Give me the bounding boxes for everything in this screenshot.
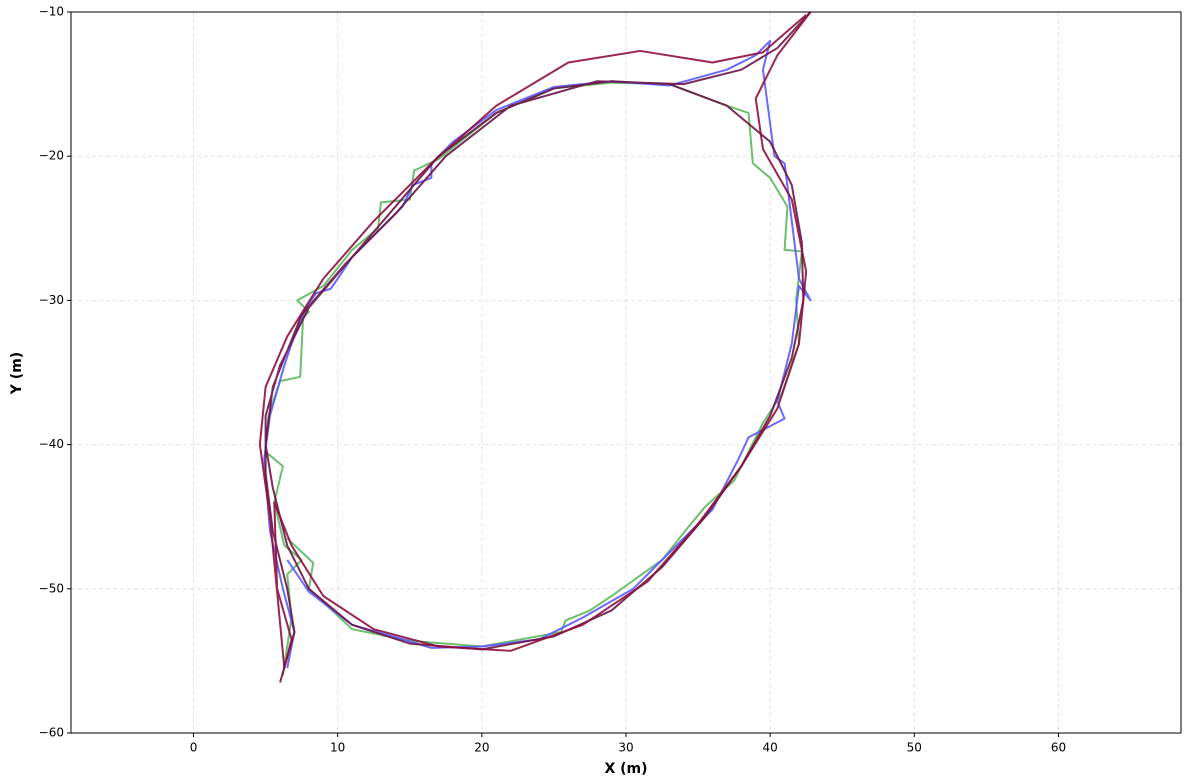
x-tick-label: 60: [1051, 741, 1066, 755]
x-tick-label: 40: [763, 741, 778, 755]
plot-frame: [70, 11, 1182, 734]
x-tick-label: 30: [618, 741, 633, 755]
y-tick-label: −30: [39, 293, 64, 307]
y-tick-label: −10: [39, 5, 64, 19]
x-axis-title: X (m): [604, 761, 647, 777]
x-tick-label: 50: [907, 741, 922, 755]
trajectory-line: [264, 12, 812, 683]
trajectory-line: [264, 81, 803, 676]
x-tick-label: 10: [330, 741, 345, 755]
y-axis-title: Y (m): [9, 352, 25, 395]
trajectory-line: [258, 12, 812, 670]
x-tick-label: 0: [190, 741, 198, 755]
y-tick-label: −60: [39, 726, 64, 740]
y-tick-label: −50: [39, 581, 64, 595]
y-tick-label: −20: [39, 149, 64, 163]
trajectory-line: [263, 39, 812, 669]
x-tick-label: 20: [474, 741, 489, 755]
y-tick-label: −40: [39, 437, 64, 451]
